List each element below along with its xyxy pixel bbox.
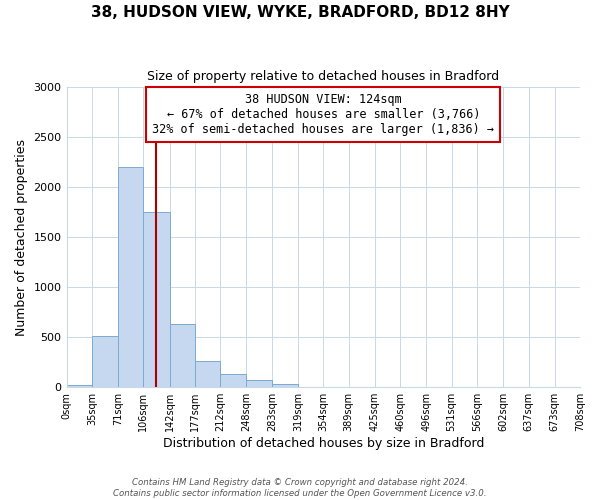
Text: 38 HUDSON VIEW: 124sqm
← 67% of detached houses are smaller (3,766)
32% of semi-: 38 HUDSON VIEW: 124sqm ← 67% of detached… bbox=[152, 93, 494, 136]
Bar bbox=[220, 374, 247, 387]
Bar bbox=[92, 336, 118, 387]
Y-axis label: Number of detached properties: Number of detached properties bbox=[15, 138, 28, 336]
Bar bbox=[195, 360, 220, 387]
Bar bbox=[143, 212, 170, 387]
Text: Contains HM Land Registry data © Crown copyright and database right 2024.
Contai: Contains HM Land Registry data © Crown c… bbox=[113, 478, 487, 498]
Bar bbox=[247, 380, 272, 387]
Bar bbox=[67, 385, 92, 387]
Bar bbox=[118, 167, 143, 387]
Bar bbox=[298, 386, 323, 387]
X-axis label: Distribution of detached houses by size in Bradford: Distribution of detached houses by size … bbox=[163, 437, 484, 450]
Bar bbox=[272, 384, 298, 387]
Bar bbox=[170, 324, 195, 387]
Title: Size of property relative to detached houses in Bradford: Size of property relative to detached ho… bbox=[147, 70, 499, 83]
Text: 38, HUDSON VIEW, WYKE, BRADFORD, BD12 8HY: 38, HUDSON VIEW, WYKE, BRADFORD, BD12 8H… bbox=[91, 5, 509, 20]
